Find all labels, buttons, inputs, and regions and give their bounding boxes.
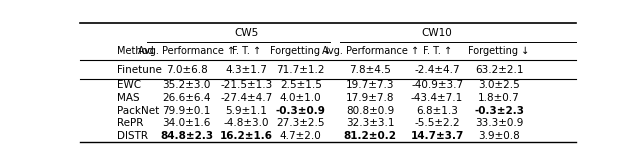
- Text: 71.7±1.2: 71.7±1.2: [276, 65, 325, 75]
- Text: DISTR: DISTR: [117, 131, 148, 141]
- Text: 79.9±0.1: 79.9±0.1: [163, 106, 211, 116]
- Text: F. T. ↑: F. T. ↑: [232, 46, 260, 56]
- Text: Method: Method: [117, 46, 154, 56]
- Text: -0.3±2.3: -0.3±2.3: [474, 106, 524, 116]
- Text: 3.9±0.8: 3.9±0.8: [478, 131, 520, 141]
- Text: 3.0±2.5: 3.0±2.5: [478, 80, 520, 90]
- Text: 63.2±2.1: 63.2±2.1: [475, 65, 524, 75]
- Text: RePR: RePR: [117, 118, 143, 128]
- Text: CW10: CW10: [422, 28, 452, 38]
- Text: 5.9±1.1: 5.9±1.1: [225, 106, 267, 116]
- Text: 16.2±1.6: 16.2±1.6: [220, 131, 273, 141]
- Text: 84.8±2.3: 84.8±2.3: [160, 131, 213, 141]
- Text: PackNet: PackNet: [117, 106, 159, 116]
- Text: 32.3±3.1: 32.3±3.1: [346, 118, 394, 128]
- Text: 80.8±0.9: 80.8±0.9: [346, 106, 394, 116]
- Text: -4.8±3.0: -4.8±3.0: [223, 118, 269, 128]
- Text: Finetune: Finetune: [117, 65, 162, 75]
- Text: -27.4±4.7: -27.4±4.7: [220, 93, 272, 103]
- Text: Avg. Performance ↑: Avg. Performance ↑: [321, 46, 419, 56]
- Text: 7.8±4.5: 7.8±4.5: [349, 65, 391, 75]
- Text: 1.8±0.7: 1.8±0.7: [478, 93, 520, 103]
- Text: 4.3±1.7: 4.3±1.7: [225, 65, 267, 75]
- Text: 19.7±7.3: 19.7±7.3: [346, 80, 394, 90]
- Text: -2.4±4.7: -2.4±4.7: [414, 65, 460, 75]
- Text: Forgetting ↓: Forgetting ↓: [270, 46, 332, 56]
- Text: -0.3±0.9: -0.3±0.9: [276, 106, 326, 116]
- Text: -5.5±2.2: -5.5±2.2: [414, 118, 460, 128]
- Text: 2.5±1.5: 2.5±1.5: [280, 80, 322, 90]
- Text: 81.2±0.2: 81.2±0.2: [344, 131, 397, 141]
- Text: 14.7±3.7: 14.7±3.7: [410, 131, 464, 141]
- Text: 6.8±1.3: 6.8±1.3: [416, 106, 458, 116]
- Text: MAS: MAS: [117, 93, 140, 103]
- Text: F. T. ↑: F. T. ↑: [422, 46, 452, 56]
- Text: 4.0±1.0: 4.0±1.0: [280, 93, 321, 103]
- Text: 34.0±1.6: 34.0±1.6: [163, 118, 211, 128]
- Text: 4.7±2.0: 4.7±2.0: [280, 131, 321, 141]
- Text: -40.9±3.7: -40.9±3.7: [411, 80, 463, 90]
- Text: CW5: CW5: [234, 28, 259, 38]
- Text: 17.9±7.8: 17.9±7.8: [346, 93, 394, 103]
- Text: 27.3±2.5: 27.3±2.5: [276, 118, 325, 128]
- Text: 7.0±6.8: 7.0±6.8: [166, 65, 207, 75]
- Text: -21.5±1.3: -21.5±1.3: [220, 80, 272, 90]
- Text: Avg. Performance ↑: Avg. Performance ↑: [138, 46, 236, 56]
- Text: Forgetting ↓: Forgetting ↓: [468, 46, 530, 56]
- Text: 35.2±3.0: 35.2±3.0: [163, 80, 211, 90]
- Text: 26.6±6.4: 26.6±6.4: [163, 93, 211, 103]
- Text: -43.4±7.1: -43.4±7.1: [411, 93, 463, 103]
- Text: 33.3±0.9: 33.3±0.9: [475, 118, 524, 128]
- Text: EWC: EWC: [117, 80, 141, 90]
